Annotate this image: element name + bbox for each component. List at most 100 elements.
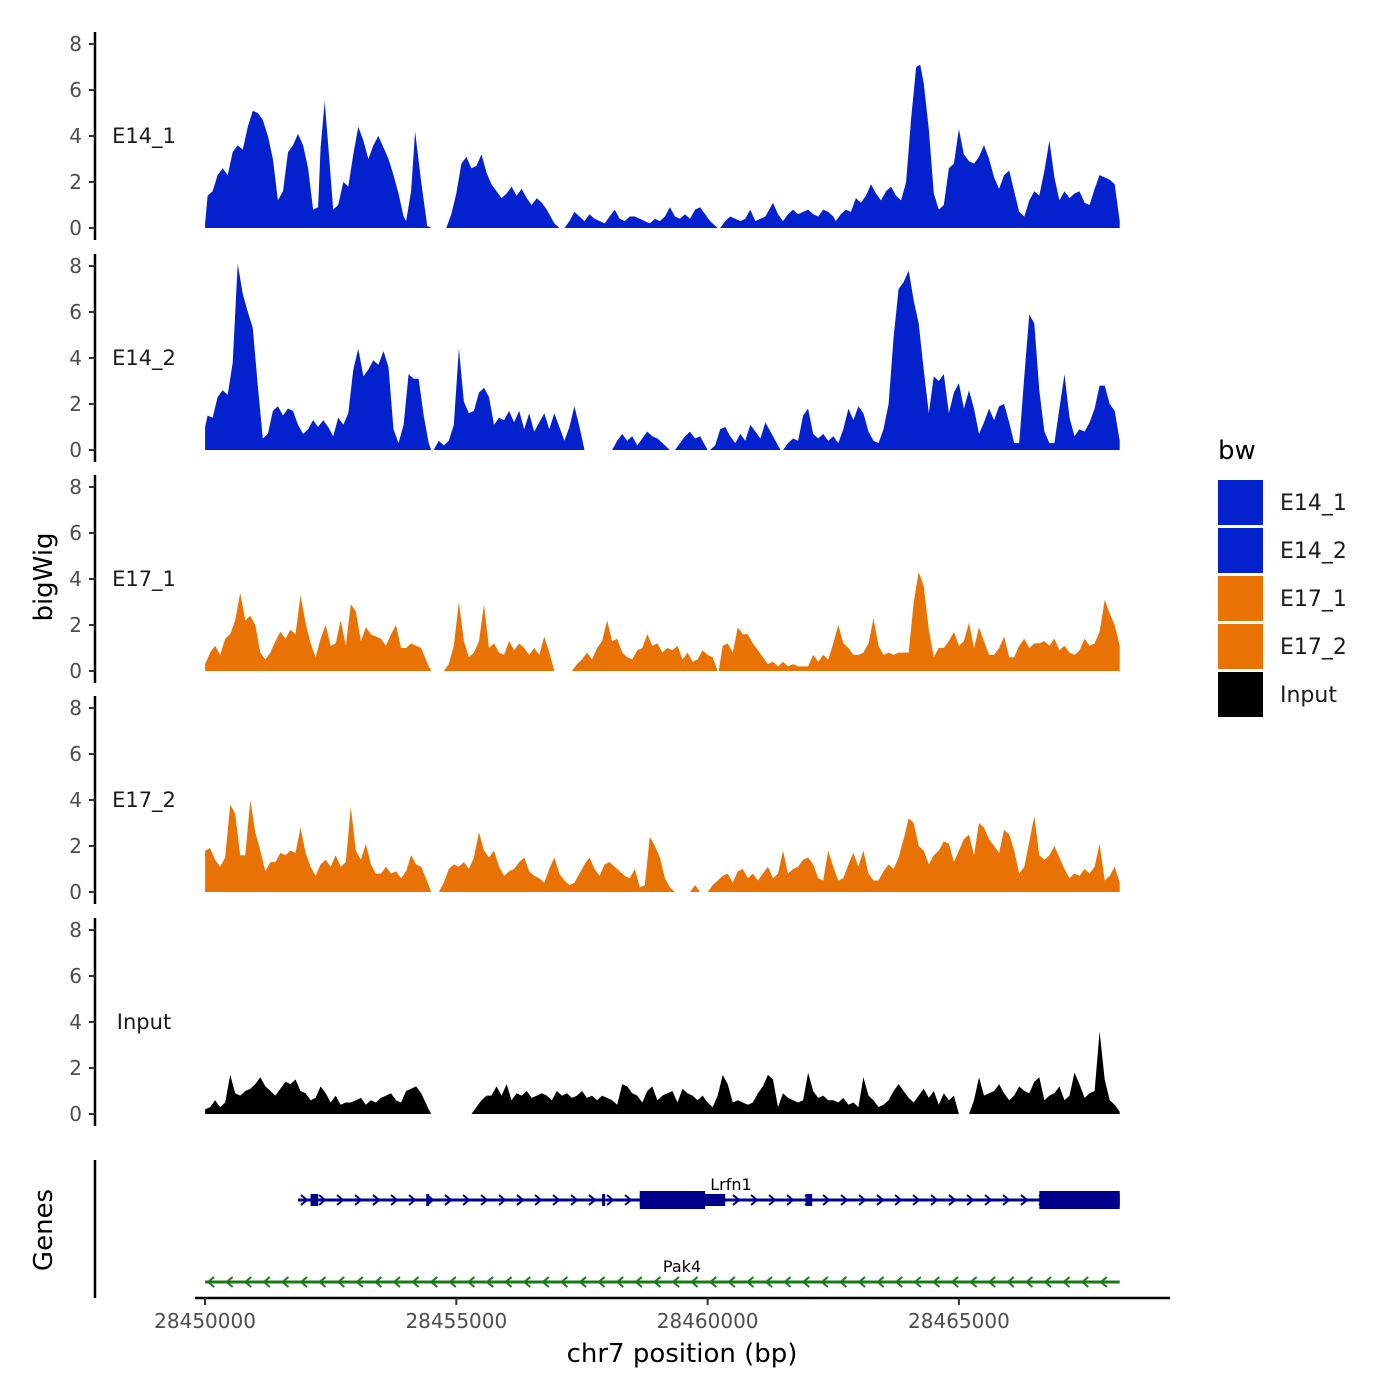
y-tick-label: 4 [69, 567, 82, 591]
strand-arrow [732, 1194, 741, 1206]
strand-arrow [606, 1194, 615, 1206]
coverage-area-E17_1 [205, 572, 1120, 671]
strand-arrow [318, 1194, 327, 1206]
strand-arrow [280, 1276, 290, 1288]
y-tick-label: 2 [69, 392, 82, 416]
strand-arrow [485, 1276, 494, 1288]
legend: bw E14_1 E14_2 E17_1 E17_2 Input [1218, 436, 1347, 717]
x-tick-label: 28465000 [908, 1309, 1010, 1333]
strand-arrow [876, 1194, 885, 1206]
legend-swatch-E17_2 [1218, 624, 1263, 669]
coverage-area-Input [205, 1031, 1120, 1114]
strand-arrow [1006, 1276, 1015, 1288]
y-tick-label: 4 [69, 788, 82, 812]
strand-arrow [671, 1276, 680, 1288]
strand-arrow [336, 1276, 345, 1288]
strand-arrow [727, 1276, 736, 1288]
strand-arrow [912, 1194, 921, 1206]
legend-swatch-E14_2 [1218, 528, 1263, 573]
strand-arrow [966, 1194, 975, 1206]
strand-arrow [408, 1194, 417, 1206]
strand-arrow [1099, 1276, 1108, 1288]
y-tick-label: 6 [69, 742, 82, 766]
y-tick-label: 0 [69, 216, 82, 240]
strand-arrow [516, 1194, 525, 1206]
track-label: E14_2 [112, 346, 176, 371]
y-tick-label: 8 [69, 918, 82, 942]
y-tick-label: 6 [69, 300, 82, 324]
track-label: Input [117, 1010, 171, 1034]
y-tick-label: 2 [69, 613, 82, 637]
legend-swatch-Input [1218, 672, 1263, 717]
strand-arrow [624, 1194, 633, 1206]
strand-arrow [570, 1194, 579, 1206]
y-tick-label: 8 [69, 475, 82, 499]
coverage-area-E17_2 [205, 800, 1120, 892]
y-tick-label: 4 [69, 1010, 82, 1034]
strand-arrow [708, 1276, 717, 1288]
strand-arrow [534, 1194, 543, 1206]
strand-arrow [355, 1276, 364, 1288]
strand-arrow [448, 1276, 457, 1288]
strand-arrow [262, 1276, 271, 1288]
strand-arrow [858, 1194, 867, 1206]
strand-arrow [1043, 1276, 1052, 1288]
gene-Lrfn1: Lrfn1 [298, 1175, 1120, 1209]
strand-arrow [948, 1194, 957, 1206]
gene-coding-exon [639, 1191, 706, 1209]
y-tick-label: 2 [69, 170, 82, 194]
strand-arrow [615, 1276, 624, 1288]
strand-arrow [552, 1194, 561, 1206]
strand-arrow [838, 1276, 848, 1288]
gene-label: Pak4 [663, 1257, 701, 1276]
gene-exon [602, 1194, 606, 1206]
strand-arrow [466, 1276, 476, 1288]
strand-arrow [588, 1194, 597, 1206]
strand-arrow [480, 1194, 489, 1206]
y-tick-label: 4 [69, 346, 82, 370]
y-tick-label: 8 [69, 696, 82, 720]
strand-arrow [750, 1194, 759, 1206]
strand-arrow [225, 1276, 234, 1288]
strand-arrow [652, 1276, 662, 1288]
strand-arrow [690, 1276, 699, 1288]
strand-arrow [634, 1276, 643, 1288]
strand-arrow [372, 1194, 381, 1206]
strand-arrow [300, 1194, 309, 1206]
legend-title: bw [1218, 436, 1256, 466]
y-axis-title: bigWig [29, 532, 59, 621]
track-E17_1: 0 2 4 6 8 E17_1 [69, 475, 1120, 683]
y-tick-label: 8 [69, 32, 82, 56]
strand-arrow [745, 1276, 755, 1288]
legend-label: E17_2 [1280, 635, 1347, 660]
legend-swatch-E17_1 [1218, 576, 1263, 621]
strand-arrow [913, 1276, 922, 1288]
strand-arrow [390, 1194, 399, 1206]
strand-arrow [786, 1194, 795, 1206]
strand-arrow [1024, 1276, 1034, 1288]
gene-Pak4: Pak4 [205, 1257, 1120, 1288]
y-tick-label: 8 [69, 254, 82, 278]
gene-exon [426, 1194, 430, 1206]
strand-arrow [801, 1276, 810, 1288]
strand-arrow [504, 1276, 513, 1288]
gene-exon [310, 1194, 319, 1206]
strand-arrow [206, 1276, 215, 1288]
strand-arrow [392, 1276, 401, 1288]
gene-track: Lrfn1 Pak4 [93, 1160, 1120, 1298]
legend-swatch-E14_1 [1218, 480, 1263, 525]
strand-arrow [840, 1194, 849, 1206]
strand-arrow [984, 1194, 993, 1206]
strand-arrow [969, 1276, 978, 1288]
strand-arrow [876, 1276, 885, 1288]
y-tick-label: 6 [69, 78, 82, 102]
strand-arrow [578, 1276, 587, 1288]
strand-arrow [783, 1276, 792, 1288]
y-tick-label: 0 [69, 659, 82, 683]
legend-label: E14_1 [1280, 491, 1347, 516]
strand-arrow [857, 1276, 866, 1288]
y-tick-label: 0 [69, 438, 82, 462]
strand-arrow [462, 1194, 471, 1206]
y-tick-label: 6 [69, 521, 82, 545]
legend-label: Input [1280, 683, 1337, 708]
